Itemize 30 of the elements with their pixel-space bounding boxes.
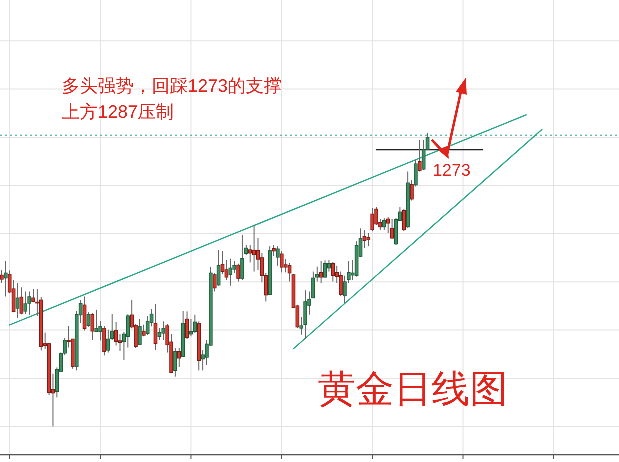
candlestick — [304, 290, 308, 340]
candlestick — [189, 318, 194, 338]
candlestick — [4, 261, 8, 298]
candlestick — [28, 291, 32, 316]
candlestick — [138, 318, 142, 346]
text: 上方1287压制 — [62, 102, 174, 122]
candlestick — [236, 263, 240, 282]
candlestick — [331, 262, 336, 282]
candlestick — [370, 208, 374, 232]
candlestick — [154, 304, 158, 351]
series-label: 1273 — [432, 161, 471, 180]
candlestick — [162, 321, 166, 341]
candlestick — [323, 260, 328, 279]
candlestick — [382, 218, 386, 231]
candlestick — [86, 312, 91, 328]
candlestick — [252, 225, 256, 272]
candlestick — [20, 287, 24, 316]
text: 黄金日线图 — [318, 369, 508, 411]
candlestick — [240, 234, 244, 280]
candlestick — [174, 348, 178, 378]
candlestick — [82, 296, 87, 332]
candlestick — [366, 232, 371, 248]
candlestick — [422, 140, 426, 170]
candlestick — [390, 218, 394, 240]
candlestick — [319, 260, 324, 284]
text: 多头强势，回踩1273的支撑 — [62, 76, 282, 96]
candlestick — [228, 258, 233, 286]
candlestick — [16, 282, 20, 319]
candlestick — [90, 312, 95, 341]
candlestick — [24, 291, 28, 315]
